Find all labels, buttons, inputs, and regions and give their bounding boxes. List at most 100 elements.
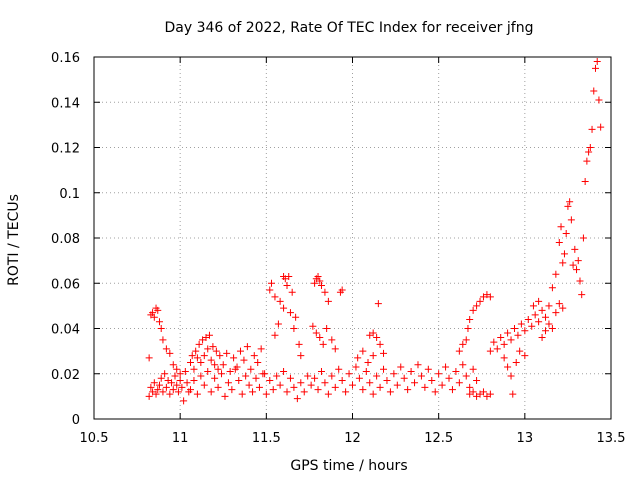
data-point	[366, 379, 374, 387]
data-point	[559, 259, 567, 267]
data-point	[288, 288, 296, 296]
data-point	[224, 379, 232, 387]
data-point	[435, 370, 443, 378]
data-point	[216, 352, 224, 360]
data-point	[268, 279, 276, 287]
data-point	[585, 148, 593, 156]
data-point	[486, 390, 494, 398]
data-point	[321, 288, 329, 296]
data-point	[473, 377, 481, 385]
data-point	[354, 354, 362, 362]
data-point	[517, 320, 525, 328]
data-point	[204, 367, 212, 375]
data-point	[262, 390, 270, 398]
data-point	[393, 381, 401, 389]
data-point	[274, 320, 282, 328]
data-point	[548, 284, 556, 292]
data-point	[521, 327, 529, 335]
data-point	[155, 381, 163, 389]
data-point	[355, 374, 363, 382]
data-point	[162, 383, 170, 391]
data-point	[150, 313, 158, 321]
data-point	[569, 261, 577, 269]
data-point	[462, 336, 470, 344]
data-point	[317, 367, 325, 375]
y-tick-label: 0.14	[51, 96, 80, 111]
data-point	[445, 374, 453, 382]
data-point	[207, 388, 215, 396]
data-point	[230, 354, 238, 362]
y-tick-label: 0.1	[59, 187, 80, 202]
data-point	[249, 388, 257, 396]
data-point	[555, 300, 563, 308]
data-point	[152, 390, 160, 398]
data-point	[342, 388, 350, 396]
data-point	[397, 363, 405, 371]
y-tick-label: 0.02	[51, 368, 80, 383]
y-tick-label: 0.06	[51, 277, 80, 292]
data-point	[586, 144, 594, 151]
data-point	[497, 334, 505, 342]
data-point	[309, 322, 317, 330]
data-point	[323, 325, 331, 332]
data-point	[464, 325, 472, 332]
data-point	[407, 367, 415, 375]
data-point	[197, 372, 205, 380]
data-point	[576, 277, 584, 285]
data-point	[510, 325, 518, 332]
data-point	[338, 286, 346, 294]
data-point	[283, 282, 291, 290]
data-point	[579, 234, 587, 242]
data-point	[581, 177, 589, 185]
data-point	[240, 356, 248, 364]
data-point	[159, 336, 167, 344]
data-point	[280, 304, 288, 312]
data-point	[312, 329, 320, 337]
data-point	[500, 354, 508, 362]
data-point	[212, 347, 220, 355]
data-point	[155, 318, 163, 326]
data-point	[578, 291, 586, 299]
axis-ticks: 10.5 11 11.5 12 12.5 13 13.5 0 0.02 0.04 0.06 0.08 0…	[51, 51, 625, 446]
data-point	[424, 365, 432, 373]
data-point	[509, 390, 517, 398]
x-tick-label: 12	[344, 431, 361, 446]
data-point	[476, 297, 484, 305]
x-tick-label: 12.5	[424, 431, 453, 446]
data-point	[469, 365, 477, 373]
data-point	[438, 381, 446, 389]
data-point	[428, 377, 436, 385]
data-point	[364, 358, 372, 366]
data-point	[311, 374, 319, 382]
data-point	[466, 315, 474, 323]
data-point	[159, 388, 167, 396]
data-point	[311, 279, 319, 287]
data-point	[314, 272, 322, 280]
y-tick-label: 0.04	[51, 323, 80, 338]
data-point	[571, 245, 579, 253]
x-tick-label: 11	[172, 431, 189, 446]
data-point	[390, 370, 398, 378]
data-point	[168, 379, 176, 387]
data-point	[295, 340, 303, 348]
data-point	[542, 313, 550, 321]
data-point	[538, 334, 546, 342]
data-point	[486, 293, 494, 301]
data-point	[259, 370, 267, 378]
data-point	[421, 383, 429, 391]
data-point	[226, 367, 234, 375]
data-point	[573, 266, 581, 274]
data-point	[238, 390, 246, 398]
data-point	[178, 383, 186, 391]
data-point	[257, 345, 265, 353]
data-point	[162, 345, 170, 353]
data-point	[169, 361, 177, 369]
data-point	[417, 372, 425, 380]
data-point	[538, 306, 546, 314]
x-axis-label: GPS time / hours	[290, 458, 407, 474]
data-point	[154, 306, 162, 314]
data-point	[469, 388, 477, 396]
data-point	[473, 302, 481, 310]
data-point	[442, 363, 450, 371]
